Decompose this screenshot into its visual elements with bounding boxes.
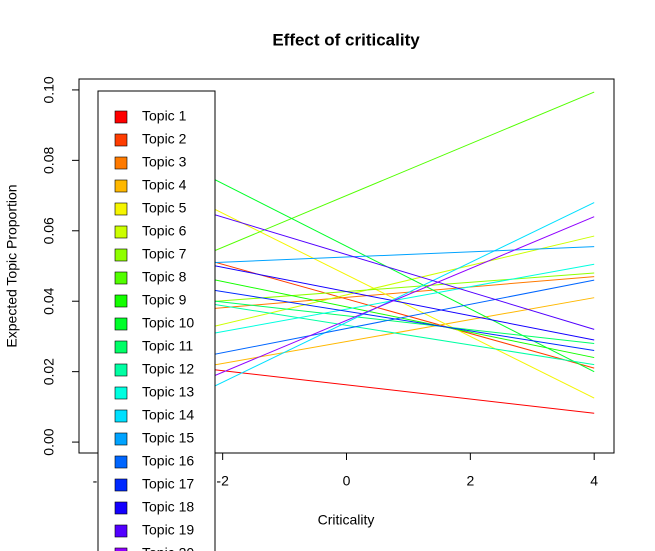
legend-swatch bbox=[114, 409, 128, 423]
legend-label: Topic 4 bbox=[142, 177, 187, 193]
legend-swatch bbox=[114, 294, 128, 308]
legend-label: Topic 16 bbox=[142, 453, 194, 469]
legend-label: Topic 18 bbox=[142, 499, 194, 515]
chart-title: Effect of criticality bbox=[272, 30, 420, 49]
legend-swatch bbox=[114, 524, 128, 538]
legend-label: Topic 10 bbox=[142, 315, 194, 331]
legend-swatch bbox=[114, 317, 128, 331]
legend-label: Topic 15 bbox=[142, 430, 194, 446]
y-tick-label: 0.10 bbox=[41, 76, 57, 103]
legend-swatch bbox=[114, 363, 128, 377]
y-tick-label: 0.08 bbox=[41, 147, 57, 174]
legend-label: Topic 12 bbox=[142, 361, 194, 377]
legend-label: Topic 3 bbox=[142, 154, 187, 170]
legend-label: Topic 17 bbox=[142, 476, 194, 492]
legend-swatch bbox=[114, 386, 128, 400]
legend-label: Topic 6 bbox=[142, 223, 187, 239]
legend-swatch bbox=[114, 478, 128, 492]
legend-swatch bbox=[114, 225, 128, 239]
legend-swatch bbox=[114, 340, 128, 354]
legend-swatch bbox=[114, 133, 128, 147]
legend-label: Topic 1 bbox=[142, 108, 187, 124]
y-tick-label: 0.04 bbox=[41, 287, 57, 314]
y-tick-label: 0.00 bbox=[41, 428, 57, 455]
x-tick-label: 2 bbox=[466, 473, 474, 489]
legend-swatch bbox=[114, 156, 128, 170]
legend-swatch bbox=[114, 202, 128, 216]
y-axis-label: Expected Topic Proportion bbox=[4, 184, 20, 347]
legend-label: Topic 20 bbox=[142, 545, 194, 551]
legend-label: Topic 11 bbox=[142, 338, 193, 354]
legend-swatch bbox=[114, 501, 128, 515]
legend-swatch bbox=[114, 455, 128, 469]
legend-swatch bbox=[114, 110, 128, 124]
legend-label: Topic 2 bbox=[142, 131, 187, 147]
legend-swatch bbox=[114, 547, 128, 551]
legend-swatch bbox=[114, 179, 128, 193]
x-tick-label: 4 bbox=[590, 473, 598, 489]
x-tick-label: 0 bbox=[343, 473, 351, 489]
x-tick-label: -2 bbox=[216, 473, 229, 489]
legend-label: Topic 9 bbox=[142, 292, 187, 308]
legend-label: Topic 7 bbox=[142, 246, 187, 262]
legend: Topic 1 Topic 2 Topic 3 Topic 4 Topic 5 Topic… bbox=[97, 90, 216, 551]
legend-label: Topic 5 bbox=[142, 200, 187, 216]
legend-swatch bbox=[114, 432, 128, 446]
legend-swatch bbox=[114, 248, 128, 262]
y-tick-label: 0.06 bbox=[41, 217, 57, 244]
legend-label: Topic 14 bbox=[142, 407, 194, 423]
y-tick-label: 0.02 bbox=[41, 358, 57, 385]
legend-label: Topic 13 bbox=[142, 384, 194, 400]
legend-swatch bbox=[114, 271, 128, 285]
legend-label: Topic 8 bbox=[142, 269, 187, 285]
x-axis-label: Criticality bbox=[318, 512, 375, 528]
legend-label: Topic 19 bbox=[142, 522, 194, 538]
